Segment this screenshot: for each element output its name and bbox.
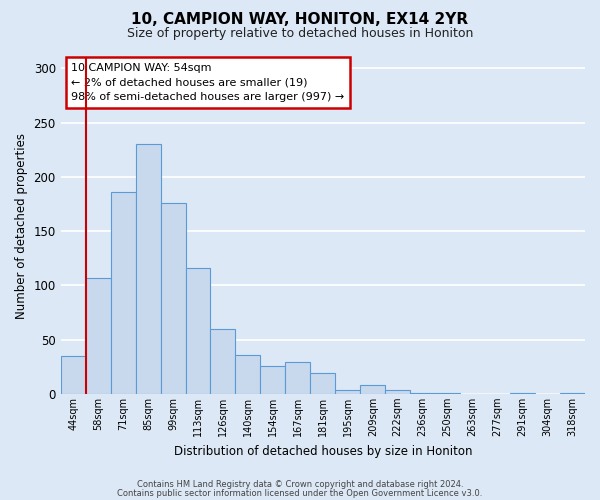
Text: 10 CAMPION WAY: 54sqm
← 2% of detached houses are smaller (19)
98% of semi-detac: 10 CAMPION WAY: 54sqm ← 2% of detached h… bbox=[71, 62, 344, 102]
Bar bbox=[510, 393, 535, 394]
Y-axis label: Number of detached properties: Number of detached properties bbox=[15, 132, 28, 318]
Bar bbox=[110, 192, 136, 394]
Text: Contains HM Land Registry data © Crown copyright and database right 2024.: Contains HM Land Registry data © Crown c… bbox=[137, 480, 463, 489]
Bar bbox=[286, 362, 310, 394]
X-axis label: Distribution of detached houses by size in Honiton: Distribution of detached houses by size … bbox=[173, 444, 472, 458]
Bar bbox=[260, 366, 286, 394]
Bar bbox=[185, 268, 211, 394]
Bar bbox=[310, 374, 335, 394]
Bar bbox=[360, 385, 385, 394]
Bar bbox=[335, 390, 360, 394]
Text: Contains public sector information licensed under the Open Government Licence v3: Contains public sector information licen… bbox=[118, 488, 482, 498]
Bar bbox=[385, 390, 410, 394]
Bar bbox=[410, 393, 435, 394]
Bar bbox=[61, 356, 86, 394]
Bar bbox=[136, 144, 161, 394]
Bar bbox=[435, 393, 460, 394]
Text: Size of property relative to detached houses in Honiton: Size of property relative to detached ho… bbox=[127, 28, 473, 40]
Bar bbox=[560, 393, 585, 394]
Bar bbox=[161, 203, 185, 394]
Bar bbox=[235, 355, 260, 394]
Bar bbox=[86, 278, 110, 394]
Text: 10, CAMPION WAY, HONITON, EX14 2YR: 10, CAMPION WAY, HONITON, EX14 2YR bbox=[131, 12, 469, 28]
Bar bbox=[211, 329, 235, 394]
